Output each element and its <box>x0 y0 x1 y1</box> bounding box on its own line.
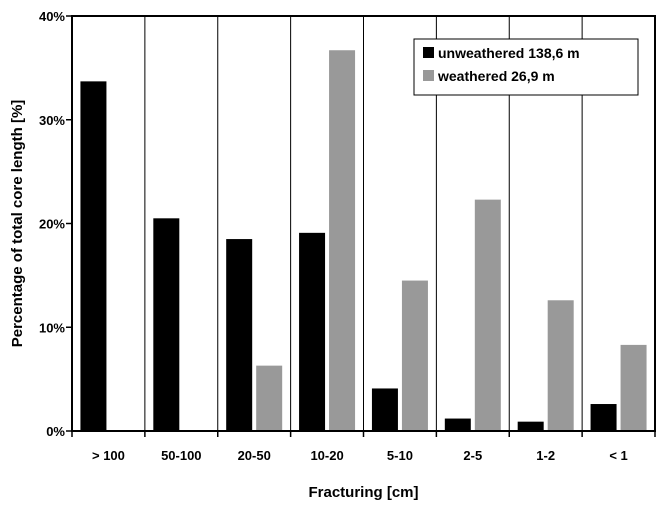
y-axis-label: Percentage of total core length [%] <box>9 100 26 348</box>
bar <box>329 50 356 432</box>
legend: unweathered 138,6 m weathered 26,9 m <box>413 38 639 96</box>
legend-box <box>413 38 639 96</box>
x-tick-label: > 100 <box>92 448 125 463</box>
bar <box>80 81 107 432</box>
legend-label-weathered: weathered 26,9 m <box>437 68 555 84</box>
y-tick-label: 40% <box>39 9 65 24</box>
bar <box>517 421 544 431</box>
bar <box>299 232 326 431</box>
bar <box>620 344 647 431</box>
y-tick-label: 30% <box>39 113 65 128</box>
x-tick-label: 50-100 <box>161 448 201 463</box>
y-tick-label: 20% <box>39 217 65 232</box>
bars <box>80 50 647 432</box>
bar <box>444 418 471 431</box>
bar <box>153 218 180 431</box>
bar <box>547 300 574 431</box>
x-tick-label: 1-2 <box>536 448 555 463</box>
y-tick-label: 0% <box>46 424 65 439</box>
x-axis-label: Fracturing [cm] <box>308 484 418 501</box>
x-axis-ticks: > 100 50-100 20-50 10-20 5-10 2-5 1-2 < 1 <box>71 431 656 463</box>
x-tick-label: < 1 <box>609 448 627 463</box>
x-tick-label: 10-20 <box>310 448 343 463</box>
bar <box>401 280 428 431</box>
y-tick-label: 10% <box>39 320 65 335</box>
legend-swatch-unweathered <box>423 47 434 58</box>
legend-label-unweathered: unweathered 138,6 m <box>438 45 580 61</box>
bar <box>474 199 501 431</box>
x-tick-label: 2-5 <box>463 448 482 463</box>
legend-swatch-weathered <box>423 70 434 81</box>
x-tick-label: 5-10 <box>387 448 413 463</box>
bar <box>371 388 398 431</box>
x-tick-label: 20-50 <box>238 448 271 463</box>
bar <box>226 239 253 431</box>
y-axis-ticks: 0% 10% 20% 30% 40% <box>39 9 72 439</box>
bar <box>590 404 617 431</box>
bar <box>256 365 283 431</box>
